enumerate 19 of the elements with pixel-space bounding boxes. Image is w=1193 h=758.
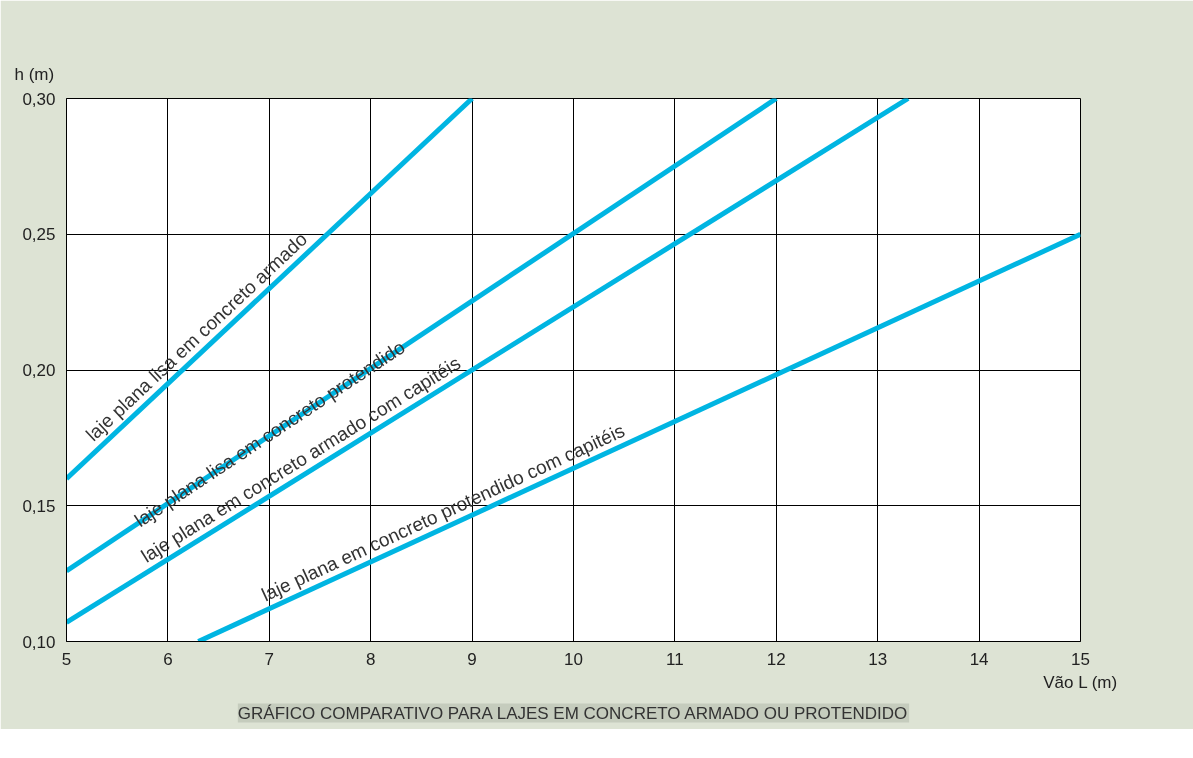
text: GRÁFICO COMPARATIVO PARA LAJES EM CONCRETO ARMADO OU PROTENDIDO	[237, 703, 908, 723]
x-tick-label: 14	[969, 649, 989, 669]
x-tick-label: 10	[564, 649, 583, 669]
y-tick-label: 0,10	[22, 632, 56, 652]
x-tick-label: 8	[365, 649, 376, 669]
x-tick-label: 13	[868, 649, 888, 669]
x-tick-label: 11	[666, 649, 684, 669]
y-tick-label: 0,25	[22, 225, 56, 245]
x-tick-label: 15	[1071, 649, 1090, 669]
x-tick-label: 6	[163, 649, 173, 669]
x-tick-label: 9	[467, 649, 477, 669]
x-tick-label: 12	[766, 649, 786, 669]
x-axis-title: Vão L (m)	[1043, 672, 1118, 692]
y-axis-title: h (m)	[14, 64, 55, 84]
y-tick-label: 0,15	[22, 496, 56, 516]
x-tick-label: 7	[264, 649, 275, 669]
x-tick-label: 5	[61, 649, 72, 669]
y-tick-label: 0,30	[22, 89, 56, 109]
y-tick-label: 0,20	[22, 361, 56, 380]
